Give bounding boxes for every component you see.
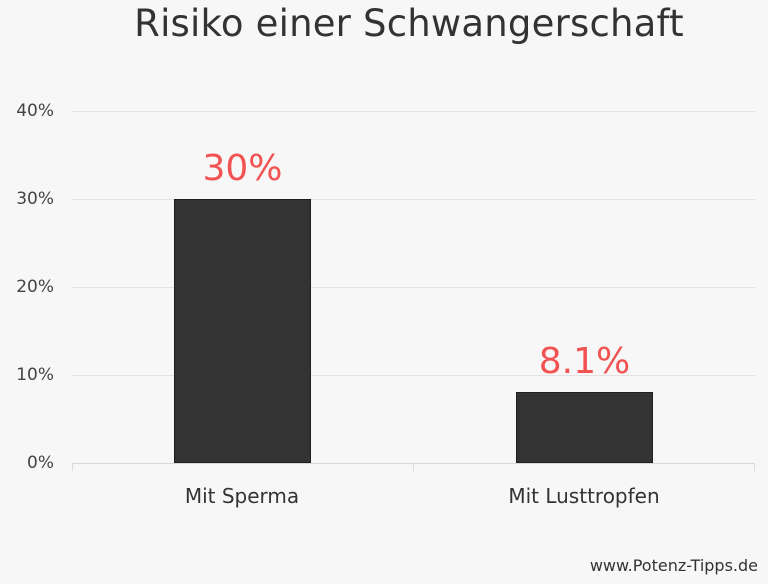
y-tick-label: 20%: [16, 277, 54, 297]
website-watermark: www.Potenz-Tipps.de: [589, 556, 758, 575]
gridline: [72, 199, 755, 200]
y-tick-label: 10%: [16, 365, 54, 385]
bar-mit-sperma: [174, 199, 311, 463]
y-tick-label: 0%: [27, 453, 54, 473]
y-tick-label: 40%: [16, 101, 54, 121]
gridline: [72, 287, 755, 288]
gridline: [72, 111, 755, 112]
x-category-label: Mit Lusttropfen: [508, 484, 660, 508]
bar-value-label: 30%: [202, 148, 283, 189]
gridline: [72, 375, 755, 376]
x-tick: [413, 463, 414, 471]
bar-mit-lusttropfen: [516, 392, 653, 463]
plot-area: 30% 8.1%: [72, 111, 755, 471]
x-tick: [72, 463, 73, 471]
bar-value-label: 8.1%: [538, 341, 631, 382]
chart-title: Risiko einer Schwangerschaft: [134, 2, 684, 45]
y-tick-label: 30%: [16, 189, 54, 209]
x-category-label: Mit Sperma: [184, 484, 300, 508]
x-tick: [754, 463, 755, 471]
